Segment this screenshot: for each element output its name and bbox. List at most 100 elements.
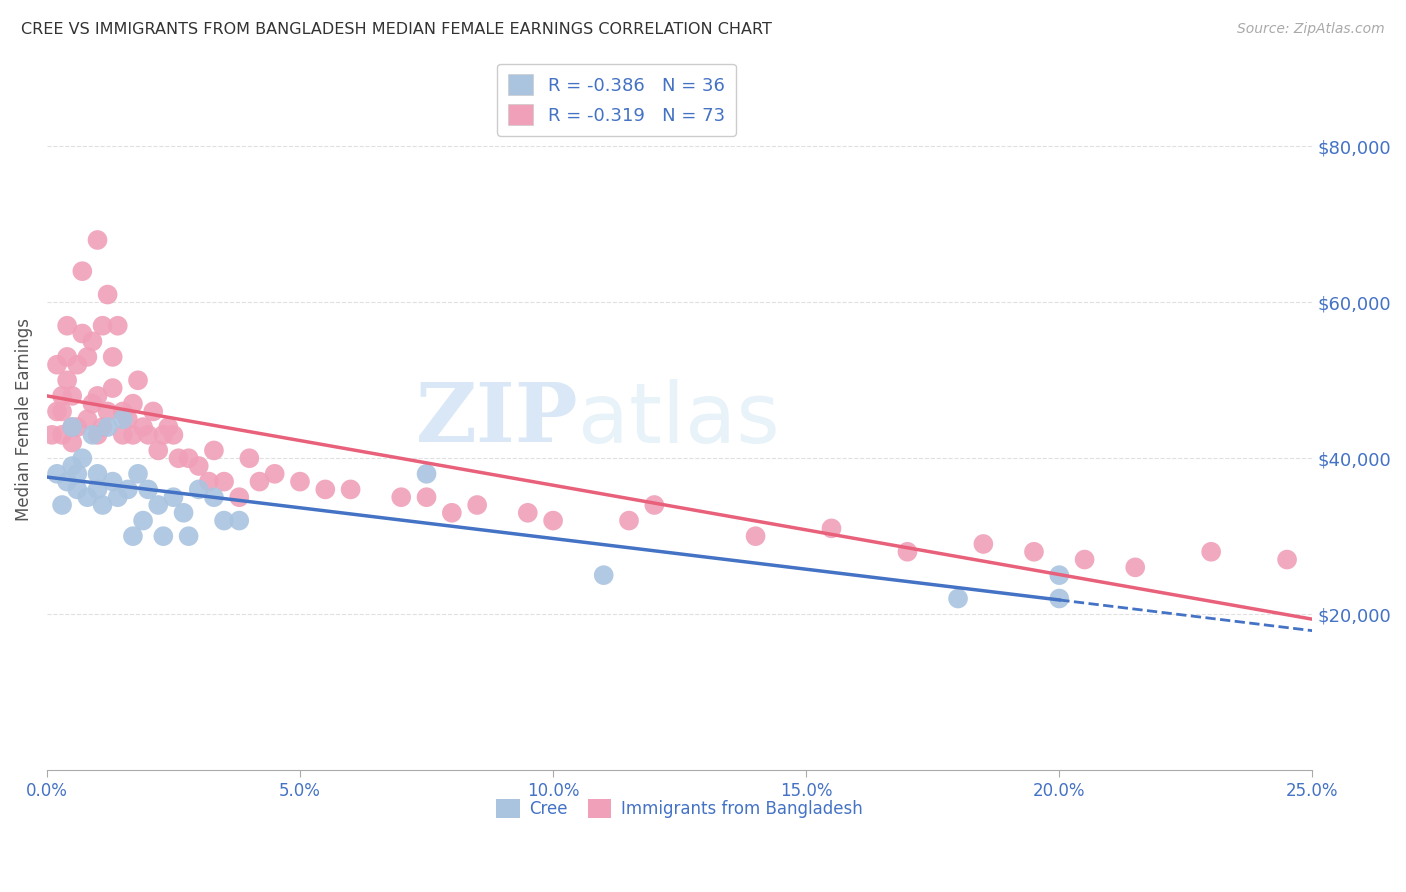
Point: [1199, 545, 1222, 559]
Point: [896, 545, 918, 559]
Point: [122, 397, 145, 411]
Point: [177, 451, 200, 466]
Point: [56, 373, 79, 387]
Point: [91, 318, 114, 333]
Point: [1275, 552, 1298, 566]
Point: [76, 350, 98, 364]
Point: [122, 427, 145, 442]
Point: [60, 389, 83, 403]
Point: [107, 490, 129, 504]
Point: [117, 412, 139, 426]
Point: [1047, 591, 1070, 606]
Text: CREE VS IMMIGRANTS FROM BANGLADESH MEDIAN FEMALE EARNINGS CORRELATION CHART: CREE VS IMMIGRANTS FROM BANGLADESH MEDIA…: [21, 22, 772, 37]
Point: [111, 427, 134, 442]
Point: [212, 514, 235, 528]
Point: [202, 490, 225, 504]
Point: [339, 483, 361, 497]
Point: [51, 389, 73, 403]
Point: [162, 427, 184, 442]
Point: [142, 404, 165, 418]
Point: [136, 483, 159, 497]
Point: [946, 591, 969, 606]
Point: [82, 397, 104, 411]
Point: [136, 427, 159, 442]
Point: [162, 490, 184, 504]
Point: [56, 318, 79, 333]
Point: [187, 483, 209, 497]
Point: [122, 529, 145, 543]
Point: [56, 475, 79, 489]
Point: [97, 420, 120, 434]
Point: [60, 435, 83, 450]
Point: [972, 537, 994, 551]
Point: [72, 326, 94, 341]
Point: [101, 350, 124, 364]
Point: [1022, 545, 1045, 559]
Point: [389, 490, 412, 504]
Point: [72, 264, 94, 278]
Point: [66, 420, 89, 434]
Point: [465, 498, 488, 512]
Point: [288, 475, 311, 489]
Point: [148, 443, 170, 458]
Point: [60, 458, 83, 473]
Point: [187, 458, 209, 473]
Point: [212, 475, 235, 489]
Point: [643, 498, 665, 512]
Point: [1123, 560, 1146, 574]
Point: [202, 443, 225, 458]
Point: [66, 483, 89, 497]
Y-axis label: Median Female Earnings: Median Female Earnings: [15, 318, 32, 521]
Point: [132, 514, 155, 528]
Point: [82, 334, 104, 349]
Point: [97, 404, 120, 418]
Point: [72, 451, 94, 466]
Point: [86, 233, 108, 247]
Point: [516, 506, 538, 520]
Point: [46, 467, 69, 481]
Point: [111, 412, 134, 426]
Point: [66, 358, 89, 372]
Point: [177, 529, 200, 543]
Point: [107, 318, 129, 333]
Point: [117, 483, 139, 497]
Point: [238, 451, 260, 466]
Point: [820, 521, 842, 535]
Point: [440, 506, 463, 520]
Point: [76, 412, 98, 426]
Point: [249, 475, 271, 489]
Point: [132, 420, 155, 434]
Point: [198, 475, 221, 489]
Point: [51, 427, 73, 442]
Point: [152, 529, 174, 543]
Point: [127, 467, 149, 481]
Point: [76, 490, 98, 504]
Point: [173, 506, 195, 520]
Point: [51, 498, 73, 512]
Point: [56, 350, 79, 364]
Point: [157, 420, 180, 434]
Point: [91, 498, 114, 512]
Point: [60, 420, 83, 434]
Point: [66, 467, 89, 481]
Point: [415, 490, 437, 504]
Point: [51, 404, 73, 418]
Point: [1047, 568, 1070, 582]
Point: [415, 467, 437, 481]
Point: [263, 467, 285, 481]
Point: [101, 381, 124, 395]
Point: [592, 568, 614, 582]
Point: [541, 514, 564, 528]
Point: [86, 389, 108, 403]
Point: [148, 498, 170, 512]
Point: [41, 427, 63, 442]
Point: [60, 420, 83, 434]
Point: [1073, 552, 1095, 566]
Point: [228, 514, 250, 528]
Point: [111, 404, 134, 418]
Point: [46, 404, 69, 418]
Point: [127, 373, 149, 387]
Point: [46, 358, 69, 372]
Point: [86, 427, 108, 442]
Point: [617, 514, 640, 528]
